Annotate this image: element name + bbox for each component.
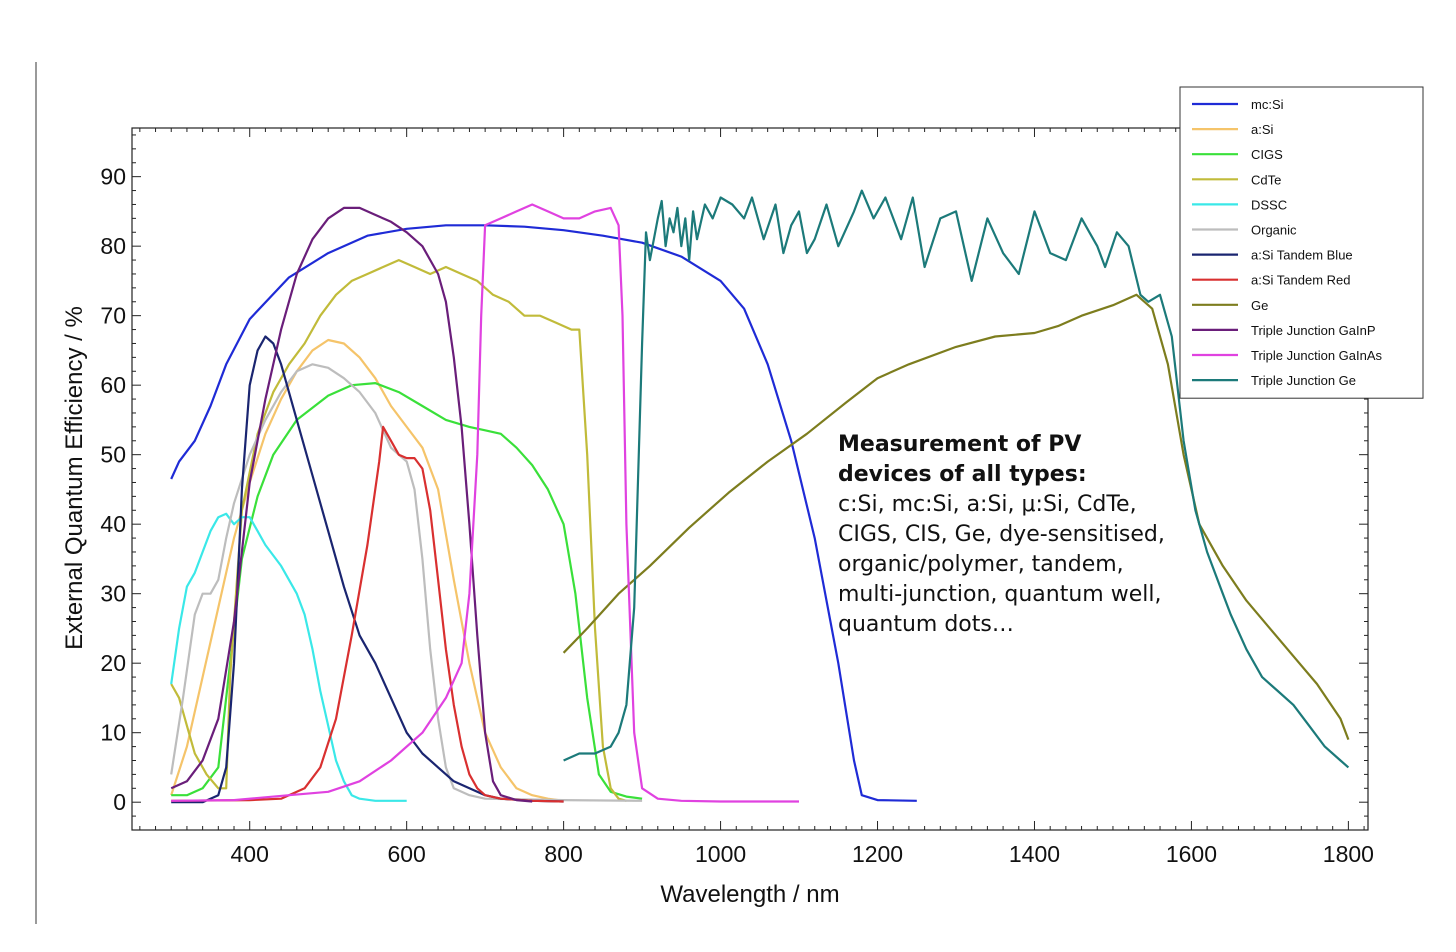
y-tick-label: 60 [100,372,126,398]
legend-box [1179,86,1424,399]
x-tick-label: 1200 [852,841,903,867]
annotation-body: c:Si, mc:Si, a:Si, μ:Si, CdTe, CIGS, CIS… [838,492,1165,637]
y-tick-label: 90 [100,164,126,190]
legend-label: Triple Junction Ge [1251,373,1356,388]
series-line-mc-si [170,224,917,802]
series-line-a-si-tandem-blue [171,335,564,804]
legend-label: CdTe [1251,172,1281,187]
series-line-triple-junction-gainp [170,206,533,803]
legend-label: CIGS [1251,147,1283,162]
legend-label: a:Si Tandem Blue [1251,248,1353,263]
series-line-ge [562,293,1350,740]
series-line-cigs [171,382,643,800]
series-line-dssc [170,512,407,802]
series-layer [170,189,1350,804]
y-tick-label: 30 [100,581,126,607]
left-edge-divider [35,62,37,924]
legend-label: Organic [1251,223,1297,238]
tick-labels: 400 600 800 1000 1200 1400 1600 1800 0 10 20 30 40 50… [100,164,1374,867]
legend-label: Triple Junction GaInP [1251,323,1376,338]
series-line-triple-junction-gainas [171,203,799,803]
x-tick-label: 1400 [1009,841,1060,867]
x-tick-label: 1600 [1166,841,1217,867]
legend-label: a:Si Tandem Red [1251,273,1351,288]
y-tick-label: 40 [100,511,126,537]
legend-label: DSSC [1251,197,1287,212]
y-tick-label: 70 [100,303,126,329]
x-tick-label: 1000 [695,841,746,867]
y-axis-title: External Quantum Efficiency / % [61,306,88,650]
x-tick-label: 400 [231,841,269,867]
y-tick-label: 80 [100,233,126,259]
plot-border [131,127,1369,831]
legend-label: Triple Junction GaInAs [1251,348,1383,363]
legend-label: a:Si [1251,122,1274,137]
series-line-cdte [170,259,627,802]
series-line-triple-junction-ge [563,189,1350,769]
series-line-organic [170,363,643,802]
legend-label: Ge [1251,298,1268,313]
annotation-headline: Measurement of PV devices of all types: [838,432,1087,487]
plot-frame [131,127,1369,831]
series-line-a-si-tandem-red [171,425,564,803]
legend-label: mc:Si [1251,97,1284,112]
annotation-box: Measurement of PV devices of all types: … [838,430,1168,640]
y-tick-label: 10 [100,720,126,746]
y-tick-label: 0 [113,789,126,815]
x-axis-title: Wavelength / nm [660,881,839,908]
legend: mc:Si a:Si CIGS CdTe DSSC Organic a:Si Tandem … [1179,86,1424,399]
y-tick-label: 20 [100,650,126,676]
x-tick-label: 1800 [1323,841,1374,867]
y-tick-label: 50 [100,442,126,468]
series-line-a-si [170,338,564,802]
x-tick-label: 600 [387,841,425,867]
x-tick-label: 800 [544,841,582,867]
